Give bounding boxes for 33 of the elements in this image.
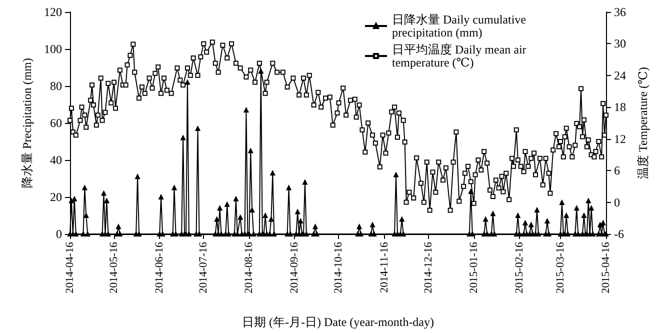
x-tick-label: 2014-04-16 — [64, 242, 76, 294]
y2-tick-label: 24 — [614, 68, 626, 82]
y-tick-label: 0 — [56, 227, 62, 241]
y-tick-label: 60 — [50, 116, 62, 130]
y2-tick-label: 30 — [614, 36, 626, 51]
x-tick-label: 2014-10-16 — [332, 242, 345, 294]
x-tick-label: 2014-06-16 — [154, 242, 166, 294]
y-tick-label: 120 — [44, 5, 62, 19]
legend-label: 日平均温度 Daily mean air temperature (℃) — [392, 42, 530, 70]
y-tick-label: 80 — [50, 79, 62, 93]
y2-tick-label: 6 — [614, 164, 620, 178]
x-tick-label: 2014-05-16 — [108, 242, 120, 294]
y2-tick-label: 0 — [614, 195, 620, 210]
y-axis-title: 降水量 Precipitation (mm) — [20, 58, 34, 188]
legend-label: 日降水量 Daily cumulative precipitation (mm) — [392, 12, 529, 40]
x-tick-label: 2015-03-16 — [554, 242, 566, 294]
y-tick-label: 100 — [44, 42, 62, 56]
y2-tick-label: 36 — [614, 5, 626, 19]
y2-tick-label: 18 — [614, 100, 626, 114]
x-tick-label: 2014-09-16 — [288, 242, 301, 294]
y-tick-label: 40 — [50, 153, 62, 167]
x-tick-label: 2014-12-16 — [422, 242, 434, 294]
x-tick-label: 2015-04-16 — [600, 242, 612, 294]
x-tick-label: 2014-11-16 — [378, 242, 390, 293]
x-tick-label: 2014-08-16 — [243, 242, 256, 294]
y2-tick-label: -6 — [614, 227, 624, 241]
x-tick-label: 2015-01-16 — [468, 242, 480, 294]
y2-axis-title: 温度 Temperature (℃) — [636, 67, 650, 179]
x-tick-label: 2014-07-16 — [198, 242, 210, 294]
x-axis-title: 日期 (年-月-日) Date (year-month-day) — [242, 315, 434, 329]
x-tick-label: 2015-02-16 — [513, 242, 526, 294]
y-tick-label: 20 — [50, 190, 62, 204]
y2-tick-label: 12 — [614, 132, 626, 146]
